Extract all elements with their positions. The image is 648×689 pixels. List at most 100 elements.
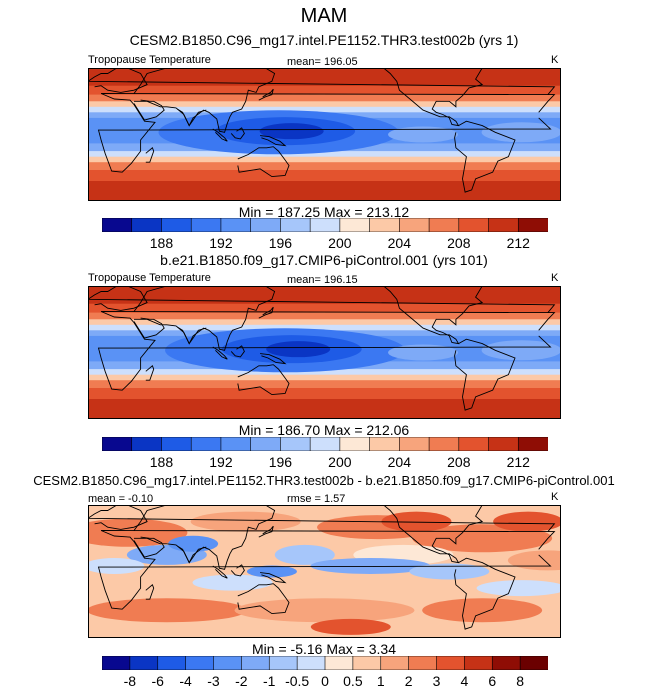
panel-3-minmax: Min = -5.16 Max = 3.34 <box>252 641 396 657</box>
panel-2-coast-newguinea <box>260 353 287 365</box>
panel-3-tick-13: 6 <box>488 673 497 689</box>
panel-1-band-9 <box>88 151 561 158</box>
panel-2-minmax: Min = 186.70 Max = 212.06 <box>238 422 410 438</box>
panel-1-tick-6: 212 <box>506 235 530 251</box>
panel-3-tick-11: 3 <box>432 673 441 689</box>
panel-2-tick-2: 196 <box>268 454 293 470</box>
panel-3-coast-namerica <box>383 505 561 564</box>
panel-3-region-17 <box>246 565 297 578</box>
panel-3-region-1 <box>190 511 301 532</box>
panel-3-tick-2: -4 <box>179 673 192 689</box>
panel-3-colorbar-box-0 <box>102 656 131 670</box>
panel-3-coastlines <box>88 505 561 630</box>
panel-1-tick-1: 192 <box>209 235 233 251</box>
panel-3-map-svg <box>88 505 561 638</box>
panel-3-colorbar-box-14 <box>491 656 521 670</box>
panel-3-region-12 <box>310 557 431 574</box>
panel-1-tick-2: 196 <box>268 235 293 251</box>
panel-3-region-13 <box>409 563 490 580</box>
panel-2-tick-5: 208 <box>447 454 471 470</box>
panel-3-colorbar-box-3 <box>185 656 215 670</box>
panel-1-colorbar-box-1 <box>131 218 163 232</box>
panel-1-coast-asia <box>133 68 276 133</box>
panel-2-field <box>88 286 561 419</box>
panel-2-coldest-core <box>266 341 331 358</box>
panel-2-warm-spot-atlantic <box>481 340 561 361</box>
panel-1-colorbar <box>102 218 548 232</box>
panel-3-region-10 <box>168 535 219 552</box>
panel-2-band-3 <box>88 319 561 326</box>
panel-1-band-3 <box>88 101 561 108</box>
panel-3-region-0 <box>88 518 188 547</box>
panel-2-colorbar-box-8 <box>339 437 371 451</box>
panel-2-colorbar-box-3 <box>190 437 222 451</box>
panel-1-colorbar-box-4 <box>220 218 252 232</box>
panel-1-units: K <box>551 54 559 66</box>
panel-1-tick-0: 188 <box>149 235 174 251</box>
panel-1-mean: mean= 196.05 <box>287 56 358 68</box>
panel-3-tick-1: -6 <box>151 673 164 689</box>
panel-2-band-1 <box>88 303 561 314</box>
panel-1-colorbar-box-12 <box>458 218 490 232</box>
panel-2-colorbar-box-11 <box>428 437 460 451</box>
panel-2-colorbar-box-9 <box>369 437 400 451</box>
panel-1-colorbar-box-11 <box>428 218 460 232</box>
panel-1-band-0 <box>88 68 561 87</box>
panel-2-band-12 <box>88 388 561 400</box>
panel-2-colorbar-box-10 <box>399 437 430 451</box>
panel-3-coast-madagascar <box>145 584 155 600</box>
panel-2-band-11 <box>88 380 561 389</box>
panel-1-coast-australia <box>237 146 290 178</box>
panel-1-frame <box>88 68 561 201</box>
panel-2-band-4 <box>88 324 561 331</box>
panel-1-coast-india <box>177 108 207 127</box>
panel-3-colorbar-svg <box>102 656 548 670</box>
panel-2-coast-madagascar <box>145 365 155 381</box>
panel-1-variable: Tropopause Temperature <box>88 54 211 66</box>
panel-3-tick-0: -8 <box>123 673 137 689</box>
panel-2-frame <box>88 286 561 419</box>
panel-1-title: CESM2.B1850.C96_mg17.intel.PE1152.THR3.t… <box>129 32 519 48</box>
panel-1-field <box>88 68 561 201</box>
panel-2-colorbar-box-4 <box>220 437 252 451</box>
panel-1-coastlines <box>88 68 561 193</box>
panel-2-colorbar-box-1 <box>131 437 163 451</box>
panel-3-field <box>88 505 561 638</box>
panel-3-coast-japan <box>258 525 274 538</box>
panel-1-tick-5: 208 <box>447 235 471 251</box>
panel-2-coast-borneo <box>230 345 245 358</box>
panel-2-band-10 <box>88 374 561 381</box>
panel-3-region-15 <box>88 557 145 574</box>
panel-2-coast-europe <box>88 286 556 313</box>
panel-2-colorbar-box-14 <box>517 437 548 451</box>
panel-1-coast-africa <box>97 93 556 173</box>
panel-1-band-2 <box>88 94 561 102</box>
panel-2-band-2 <box>88 312 561 320</box>
panel-2-coastlines <box>88 286 561 411</box>
panel-3-colorbar-box-2 <box>157 656 187 670</box>
panel-3-coast-newguinea <box>260 572 287 584</box>
panel-3-mean: mean = -0.10 <box>88 493 154 505</box>
panel-3-colorbar-box-12 <box>436 656 465 670</box>
panel-2-coast-india <box>177 326 207 345</box>
panel-2-colorbar-box-12 <box>458 437 490 451</box>
panel-3-colorbar-box-5 <box>241 656 270 670</box>
panel-3-tick-6: -0.5 <box>285 673 310 689</box>
panel-2-band-9 <box>88 369 561 376</box>
panel-2-band-13 <box>88 399 561 419</box>
panel-3-tick-3: -3 <box>207 673 220 689</box>
panel-1-coast-europe <box>88 68 556 95</box>
panel-2-coast-namerica <box>383 286 561 345</box>
panel-1-warm-spot-atlantic <box>481 122 561 143</box>
panel-1-coldest-core <box>259 123 324 140</box>
panel-1-colorbar-box-13 <box>488 218 519 232</box>
panel-2-coast-samerica <box>454 338 516 411</box>
panel-1-colorbar-box-7 <box>309 218 341 232</box>
panel-3-tick-10: 2 <box>404 673 413 689</box>
panel-3-colorbar-box-8 <box>324 656 354 670</box>
panel-3-region-11 <box>274 544 335 565</box>
panel-1-band-4 <box>88 106 561 113</box>
panel-1-colorbar-box-0 <box>102 218 133 232</box>
panel-3-coast-europe <box>88 505 556 532</box>
panel-2-coast-arabia <box>133 317 165 339</box>
